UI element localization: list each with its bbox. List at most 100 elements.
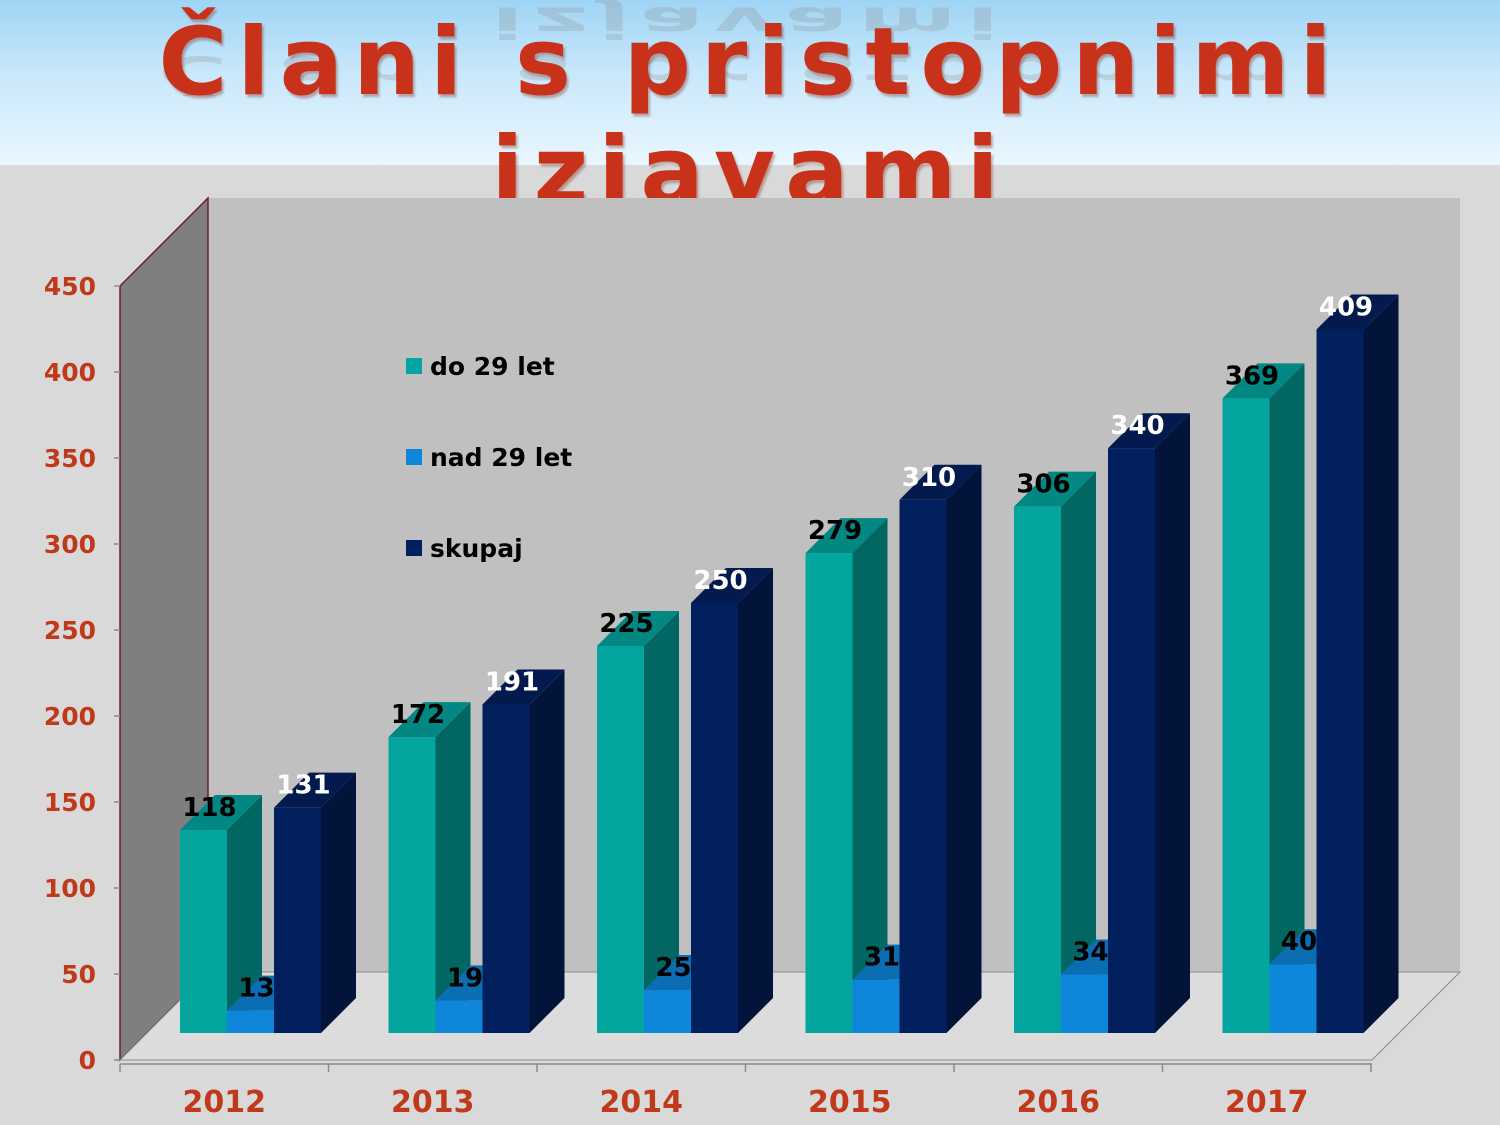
y-tick-label: 200: [44, 702, 96, 731]
bar-do-29-let-2015: 279: [805, 516, 888, 1033]
bar-front: [1061, 974, 1108, 1033]
bar-top: [1108, 413, 1190, 449]
bar-front: [227, 1010, 274, 1033]
data-label: 131: [276, 771, 330, 801]
data-label: 31: [864, 943, 900, 973]
bar-top: [482, 669, 565, 705]
data-label: 25: [655, 953, 691, 983]
legend-label: nad 29 let: [430, 443, 572, 472]
bar-front: [899, 499, 947, 1033]
bar-side: [1269, 363, 1305, 1033]
bar-front: [597, 646, 644, 1033]
bar-front: [1108, 448, 1155, 1033]
bar-front: [644, 990, 691, 1033]
bar-do-29-let-2012: 118: [180, 793, 262, 1033]
bar-top: [691, 568, 773, 603]
bar-front: [482, 704, 530, 1033]
bar-top: [1014, 471, 1096, 507]
y-axis-labels: 0 50 100 150 200 250 300 350 400 450: [44, 272, 96, 1075]
legend-swatch: [406, 358, 422, 374]
bar-top: [1222, 363, 1305, 399]
bar-skupaj-2013: 191: [482, 667, 565, 1033]
legend-swatch: [406, 449, 422, 465]
data-label: 13: [238, 974, 274, 1004]
x-tick-label: 2015: [808, 1085, 892, 1120]
title-band: [0, 0, 1500, 165]
data-label: 40: [1281, 927, 1317, 957]
bar-front: [1316, 329, 1364, 1033]
data-label: 340: [1110, 411, 1164, 441]
y-tick-label: 400: [44, 358, 96, 387]
bar-do-29-let-2016: 306: [1014, 470, 1096, 1033]
bar-top: [274, 772, 356, 808]
y-tick-label: 250: [44, 616, 96, 645]
bar-front: [1014, 506, 1061, 1033]
legend-label: do 29 let: [430, 352, 555, 381]
y-tick-label: 450: [44, 272, 96, 301]
bar-side: [435, 702, 471, 1033]
data-label: 310: [902, 463, 956, 493]
bar-top: [1316, 294, 1399, 330]
bar-front: [805, 553, 853, 1033]
data-label: 172: [391, 700, 445, 730]
bar-skupaj-2012: 131: [274, 771, 356, 1033]
data-label: 369: [1225, 361, 1279, 391]
bar-side: [1061, 471, 1096, 1033]
x-tick-label: 2012: [183, 1085, 267, 1120]
x-tick-label: 2016: [1017, 1085, 1101, 1120]
bar-top: [180, 795, 262, 831]
bar-front: [1222, 398, 1270, 1033]
data-label: 191: [485, 667, 539, 697]
bar-front: [388, 737, 436, 1033]
bar-side: [1363, 294, 1399, 1033]
bar-top: [899, 464, 982, 500]
page-title: Člani s pristopnimi izjavami: [158, 8, 1342, 226]
bar-front: [180, 830, 227, 1033]
legend-label: skupaj: [430, 534, 523, 563]
bar-front: [1269, 964, 1317, 1033]
bar-do-29-let-2017: 369: [1222, 361, 1305, 1033]
x-tick-label: 2013: [391, 1085, 475, 1120]
bar-side: [227, 795, 262, 1033]
chart-bars: 118 13 131 172 19 191 225 25 250 279 31 310 306 34 340…: [180, 293, 1399, 1033]
bar-front: [435, 1000, 483, 1033]
bar-side: [321, 772, 356, 1033]
x-tick-label: 2017: [1225, 1085, 1309, 1120]
y-tick-label: 0: [79, 1046, 96, 1075]
data-label: 19: [447, 963, 483, 993]
bar-top: [597, 611, 679, 646]
data-label: 225: [599, 609, 653, 639]
y-tick-label: 300: [44, 530, 96, 559]
bar-do-29-let-2013: 172: [388, 700, 471, 1033]
bar-side: [529, 669, 565, 1033]
bar-front: [691, 603, 738, 1033]
bar-front: [274, 807, 321, 1033]
y-tick-label: 100: [44, 874, 96, 903]
bar-top: [805, 518, 888, 554]
bar-side: [946, 464, 982, 1033]
x-tick-label: 2014: [600, 1085, 684, 1120]
bar-skupaj-2015: 310: [899, 463, 982, 1033]
data-label: 34: [1072, 938, 1108, 968]
y-tick-label: 350: [44, 444, 96, 473]
bar-do-29-let-2014: 225: [597, 609, 679, 1033]
bar-skupaj-2014: 250: [691, 566, 773, 1033]
x-axis-labels: 2012 2013 2014 2015 2016 2017: [183, 1085, 1309, 1120]
bar-top: [388, 702, 471, 738]
data-label: 279: [808, 516, 862, 546]
bar-side: [1155, 413, 1190, 1033]
legend: do 29 let nad 29 let skupaj: [406, 352, 572, 563]
bar-side: [852, 518, 888, 1033]
data-label: 118: [182, 793, 236, 823]
bar-front: [852, 979, 900, 1033]
y-tick-label: 150: [44, 788, 96, 817]
bar-side: [738, 568, 773, 1033]
y-tick-label: 50: [61, 960, 96, 989]
data-label: 409: [1319, 293, 1373, 323]
data-label: 250: [693, 566, 747, 596]
bar-side: [644, 611, 679, 1033]
bar-skupaj-2017: 409: [1316, 293, 1399, 1033]
bar-skupaj-2016: 340: [1108, 411, 1190, 1033]
legend-swatch: [406, 540, 422, 556]
